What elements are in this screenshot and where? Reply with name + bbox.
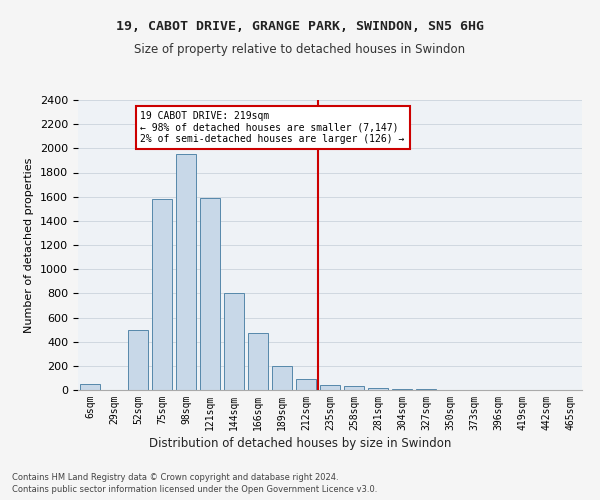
Text: 19 CABOT DRIVE: 219sqm
← 98% of detached houses are smaller (7,147)
2% of semi-d: 19 CABOT DRIVE: 219sqm ← 98% of detached… <box>140 111 405 144</box>
Bar <box>80 384 100 390</box>
Text: Distribution of detached houses by size in Swindon: Distribution of detached houses by size … <box>149 438 451 450</box>
Bar <box>176 154 196 390</box>
Bar <box>344 386 364 390</box>
Bar <box>272 366 292 390</box>
Text: Contains HM Land Registry data © Crown copyright and database right 2024.: Contains HM Land Registry data © Crown c… <box>12 472 338 482</box>
Bar <box>152 199 172 390</box>
Bar <box>368 388 388 390</box>
Text: Contains public sector information licensed under the Open Government Licence v3: Contains public sector information licen… <box>12 485 377 494</box>
Bar <box>320 385 340 390</box>
Text: Size of property relative to detached houses in Swindon: Size of property relative to detached ho… <box>134 42 466 56</box>
Bar <box>128 330 148 390</box>
Bar <box>296 379 316 390</box>
Bar <box>224 294 244 390</box>
Bar <box>248 333 268 390</box>
Bar <box>200 198 220 390</box>
Text: 19, CABOT DRIVE, GRANGE PARK, SWINDON, SN5 6HG: 19, CABOT DRIVE, GRANGE PARK, SWINDON, S… <box>116 20 484 33</box>
Y-axis label: Number of detached properties: Number of detached properties <box>25 158 34 332</box>
